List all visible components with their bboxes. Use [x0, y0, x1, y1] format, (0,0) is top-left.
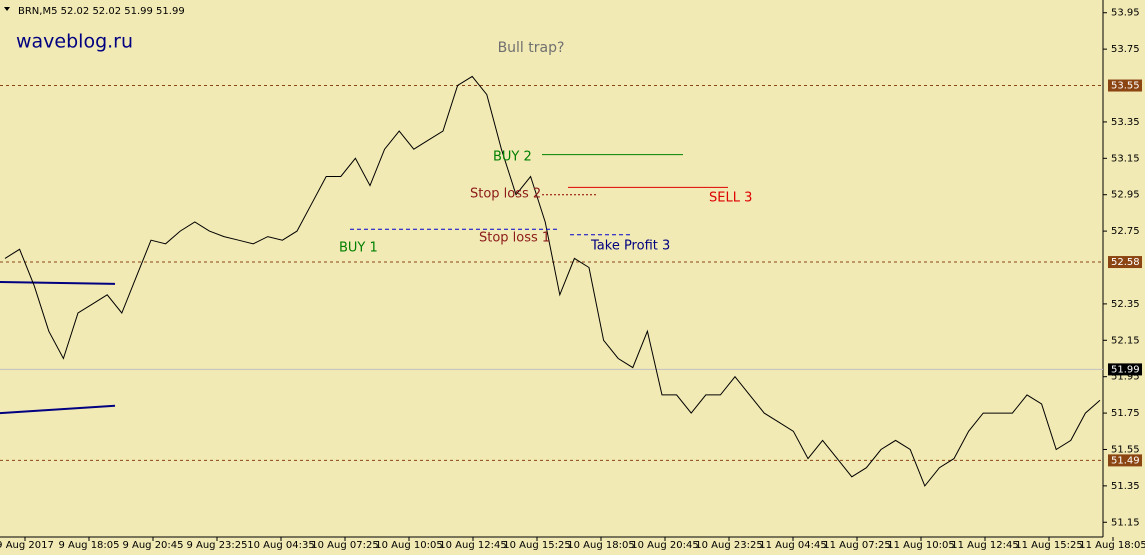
y-tick-label: 52.95: [1111, 190, 1140, 201]
y-tick-label: 51.95: [1111, 372, 1140, 383]
y-tick-label: 52.35: [1111, 299, 1140, 310]
y-tick-label: 51.35: [1111, 481, 1140, 492]
level-label: 51.49: [1111, 455, 1140, 466]
x-tick-label: 10 Aug 04:35: [247, 540, 314, 551]
indicator-line: [0, 281, 116, 285]
y-tick-label: 53.35: [1111, 117, 1140, 128]
annotation: Stop loss 2: [470, 187, 541, 202]
annotation: BUY 2: [493, 150, 532, 165]
level-label: 53.55: [1111, 81, 1140, 92]
annotation: BUY 1: [339, 241, 378, 256]
indicator-line: [0, 404, 116, 415]
x-tick-label: 11 Aug 04:45: [759, 540, 826, 551]
x-tick-label: 11 Aug 12:45: [951, 540, 1018, 551]
x-tick-label: 10 Aug 12:45: [439, 540, 506, 551]
chart-title: Bull trap?: [498, 40, 565, 56]
y-tick-label: 51.15: [1111, 517, 1140, 528]
annotation: SELL 3: [709, 191, 752, 206]
annotation: Stop loss 1: [479, 231, 550, 246]
x-tick-label: 11 Aug 10:05: [887, 540, 954, 551]
level-label-box: [1108, 79, 1142, 92]
y-tick-label: 51.55: [1111, 444, 1140, 455]
x-tick-label: 11 Aug 15:25: [1015, 540, 1082, 551]
level-label-box: [1108, 256, 1142, 269]
x-tick-label: 10 Aug 15:25: [503, 540, 570, 551]
y-tick-label: 53.95: [1111, 8, 1140, 19]
watermark: waveblog.ru: [16, 31, 133, 53]
price-line: [4, 75, 1101, 487]
x-tick-label: 9 Aug 18:05: [58, 540, 119, 551]
header: BRN,M5 52.02 52.02 51.99 51.99: [18, 6, 185, 17]
x-tick-label: 10 Aug 07:25: [311, 540, 378, 551]
x-tick-label: 10 Aug 18:05: [567, 540, 634, 551]
y-tick-label: 53.75: [1111, 44, 1140, 55]
y-tick-label: 51.75: [1111, 408, 1140, 419]
x-tick-label: 9 Aug 23:25: [186, 540, 247, 551]
y-tick-label: 53.15: [1111, 153, 1140, 164]
current-price-label: 51.99: [1111, 364, 1140, 375]
y-tick-label: 52.75: [1111, 226, 1140, 237]
x-tick-label: 10 Aug 10:05: [375, 540, 442, 551]
x-tick-label: 10 Aug 23:25: [695, 540, 762, 551]
annotation: Take Profit 3: [590, 239, 670, 254]
x-tick-label: 11 Aug 07:25: [823, 540, 890, 551]
header-icon: [4, 7, 10, 11]
x-tick-label: 9 Aug 2017: [0, 540, 54, 551]
x-tick-label: 10 Aug 20:45: [631, 540, 698, 551]
level-label-box: [1108, 454, 1142, 467]
y-tick-label: 52.15: [1111, 335, 1140, 346]
x-tick-label: 11 Aug 18:05: [1079, 540, 1145, 551]
level-label: 52.58: [1111, 257, 1140, 268]
current-price-box: [1108, 363, 1142, 376]
x-tick-label: 9 Aug 20:45: [122, 540, 183, 551]
